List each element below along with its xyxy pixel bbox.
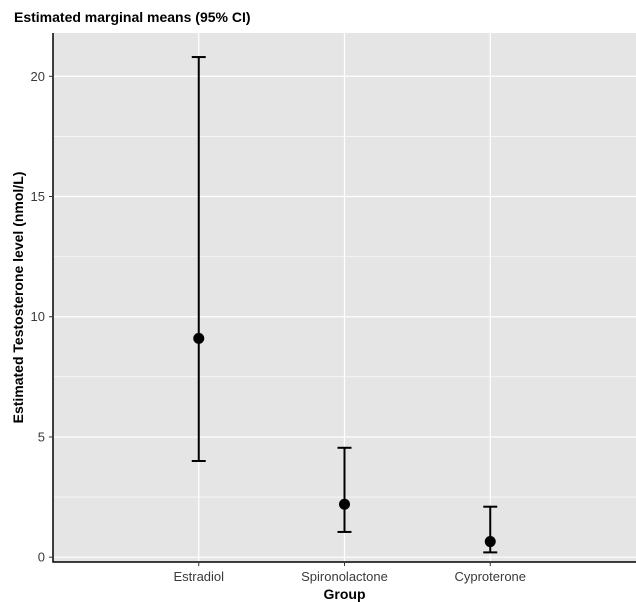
y-axis-title: Estimated Testosterone level (nmol/L) xyxy=(10,172,26,424)
data-marks xyxy=(191,56,498,554)
x-axis-ticks: Estradiol Spironolactone Cyproterone xyxy=(173,562,526,584)
y-tick-label: 5 xyxy=(38,429,45,444)
x-tick-label: Estradiol xyxy=(173,569,224,584)
estimate-point xyxy=(193,332,205,344)
x-tick-label: Spironolactone xyxy=(301,569,388,584)
y-tick-label: 15 xyxy=(31,189,45,204)
y-tick-label: 20 xyxy=(31,69,45,84)
y-tick-label: 10 xyxy=(31,309,45,324)
y-axis-ticks: 0 5 10 15 20 xyxy=(31,69,53,565)
y-tick-label: 0 xyxy=(38,550,45,565)
x-tick-label: Cyproterone xyxy=(454,569,526,584)
estimate-point xyxy=(339,498,350,510)
estimate-point xyxy=(484,536,496,548)
chart-title: Estimated marginal means (95% CI) xyxy=(14,9,251,25)
x-axis-title: Group xyxy=(324,586,366,602)
